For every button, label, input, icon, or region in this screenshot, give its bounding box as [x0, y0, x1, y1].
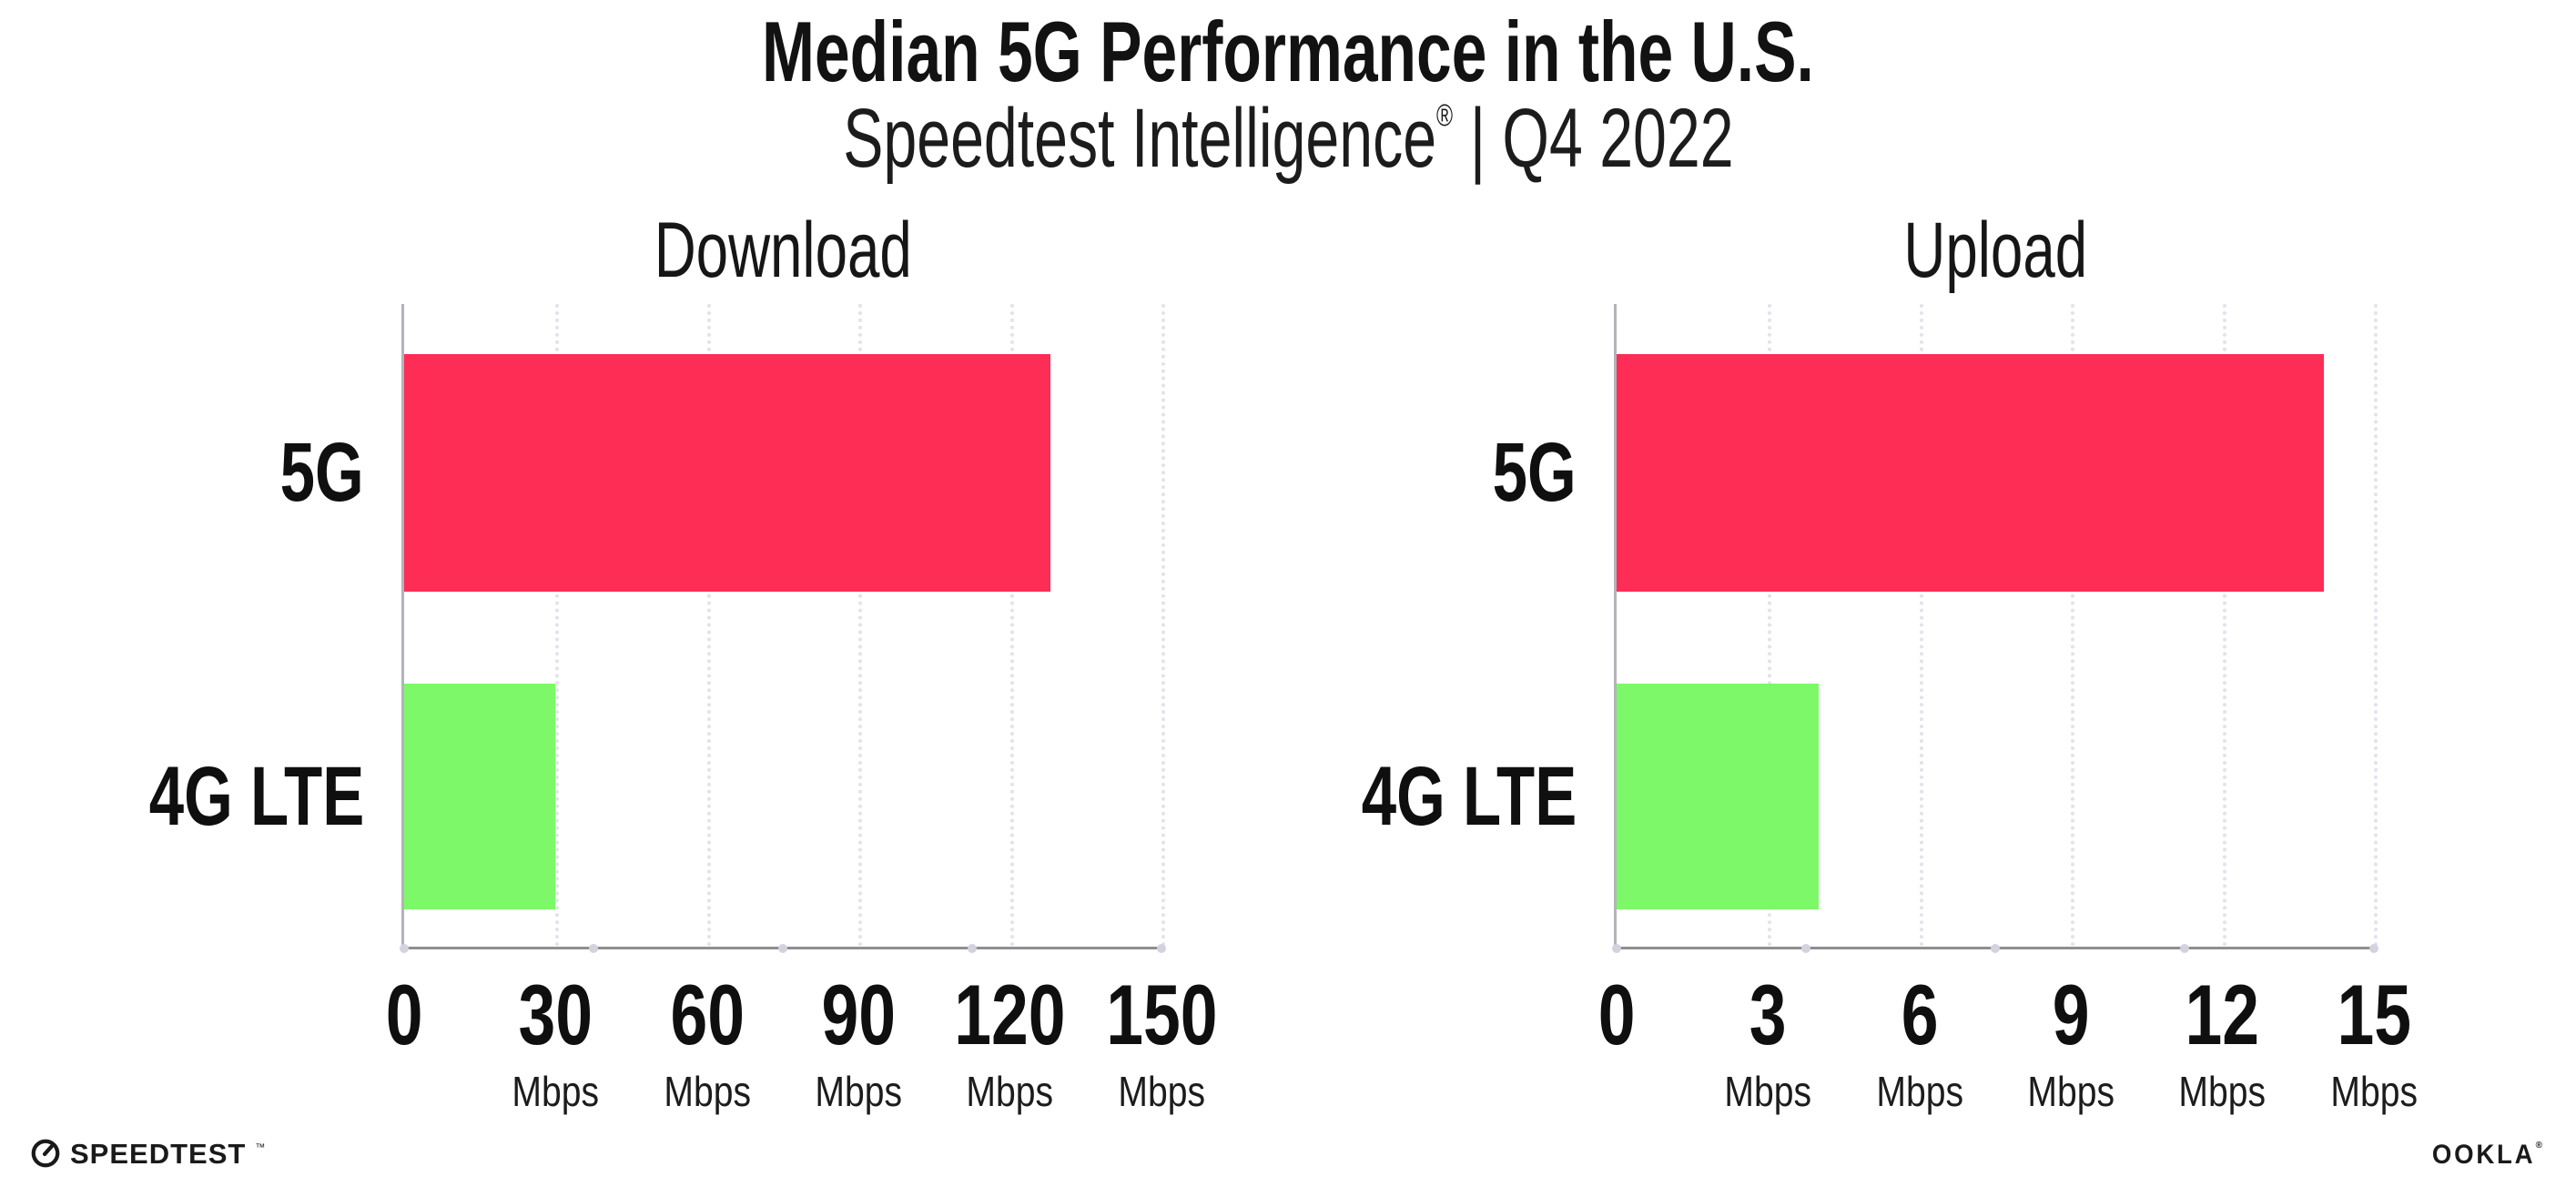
- category-label-5g-text: 5G: [279, 426, 364, 519]
- x-tick: 90 Mbps: [713, 967, 1004, 1115]
- bar-5g-download: [404, 354, 1050, 592]
- x-tick-value: 0: [1597, 967, 1636, 1062]
- bar-4g-lte-download: [404, 684, 556, 909]
- x-tick-value: 6: [1901, 967, 1939, 1062]
- gridline: [858, 304, 863, 947]
- x-tick-value: 3: [1749, 967, 1787, 1062]
- x-tick-unit: Mbps: [1724, 1068, 1812, 1115]
- download-chart-title-text: Download: [654, 207, 912, 294]
- x-tick: 6 Mbps: [1774, 967, 2065, 1115]
- x-tick-unit: Mbps: [1875, 1068, 1963, 1115]
- speedtest-logo: SPEEDTEST ™: [30, 1138, 265, 1169]
- upload-chart-title-text: Upload: [1903, 207, 2087, 294]
- x-tick-unit: Mbps: [2178, 1068, 2267, 1115]
- x-tick: 0: [259, 972, 550, 1058]
- x-tick-value: 30: [518, 967, 593, 1062]
- x-tick: 9 Mbps: [1925, 967, 2216, 1115]
- category-label-4g-lte-text: 4G LTE: [1361, 749, 1577, 843]
- y-axis-line: [1614, 304, 1617, 948]
- subtitle-brand: Speedtest Intelligence: [842, 92, 1436, 185]
- gridline: [2222, 304, 2226, 947]
- gridline: [2071, 304, 2075, 947]
- registered-mark: ®: [1435, 98, 1453, 133]
- axis-tick-dot: [400, 944, 409, 953]
- gridline: [1919, 304, 1923, 947]
- x-tick-unit: Mbps: [966, 1068, 1054, 1115]
- gridline: [1009, 304, 1014, 947]
- trademark-mark: ™: [255, 1142, 266, 1153]
- download-chart-title: Download: [404, 211, 1161, 289]
- x-tick-value: 120: [954, 967, 1066, 1062]
- axis-tick-dot: [2369, 944, 2378, 953]
- ookla-wordmark: OOKLA: [2432, 1140, 2536, 1170]
- x-tick: 120 Mbps: [865, 967, 1156, 1115]
- gridline: [1161, 304, 1165, 947]
- x-tick-value: 12: [2185, 967, 2260, 1062]
- x-tick-value: 15: [2337, 967, 2411, 1062]
- page-subtitle: Speedtest Intelligence® | Q4 2022: [0, 95, 2576, 183]
- category-label-4g-lte-text: 4G LTE: [148, 749, 364, 843]
- x-tick: 15 Mbps: [2228, 967, 2520, 1115]
- x-tick-unit: Mbps: [2027, 1068, 2115, 1115]
- gridline: [706, 304, 711, 947]
- x-tick: 12 Mbps: [2077, 967, 2368, 1115]
- axis-tick-dot: [1157, 944, 1166, 953]
- gridline: [1768, 304, 1772, 947]
- x-tick-unit: Mbps: [815, 1068, 902, 1115]
- x-tick: 150 Mbps: [1016, 967, 1307, 1115]
- upload-chart: Upload 5G 4G LTE 0 3 Mbps 6 Mbps: [1362, 211, 2418, 1112]
- category-label-4g-lte: 4G LTE: [0, 684, 364, 909]
- upload-chart-title: Upload: [1617, 211, 2374, 289]
- speedtest-wordmark: SPEEDTEST: [70, 1137, 247, 1170]
- x-tick-unit: Mbps: [663, 1068, 751, 1115]
- x-tick-value: 60: [670, 967, 745, 1062]
- y-axis-line: [401, 304, 404, 948]
- registered-mark: ®: [2535, 1141, 2545, 1151]
- x-tick-unit: Mbps: [512, 1068, 600, 1115]
- bar-4g-lte-upload: [1617, 684, 1819, 909]
- axis-tick-dot: [2180, 944, 2189, 953]
- x-tick: 60 Mbps: [562, 967, 853, 1115]
- x-tick: 0: [1471, 972, 1762, 1058]
- bar-5g-upload: [1617, 354, 2324, 592]
- category-label-5g: 5G: [0, 354, 364, 592]
- axis-tick-dot: [778, 944, 787, 953]
- gridline: [2374, 304, 2378, 947]
- category-label-5g-text: 5G: [1492, 426, 1577, 519]
- gridline: [555, 304, 560, 947]
- axis-tick-dot: [1801, 944, 1810, 953]
- x-tick-value: 150: [1105, 967, 1218, 1062]
- download-chart: Download 5G 4G LTE 0 30 Mbps 60 M: [149, 211, 1218, 1112]
- ookla-logo: OOKLA®: [2423, 1141, 2545, 1169]
- page-title-text: Median 5G Performance in the U.S.: [762, 4, 1814, 99]
- axis-tick-dot: [1612, 944, 1621, 953]
- x-tick: 30 Mbps: [410, 967, 701, 1115]
- category-label-5g: 5G: [1103, 354, 1577, 592]
- x-tick: 3 Mbps: [1622, 967, 1913, 1115]
- page-subtitle-text: Speedtest Intelligence® | Q4 2022: [843, 95, 1733, 183]
- x-tick-value: 90: [821, 967, 896, 1062]
- subtitle-period: | Q4 2022: [1469, 92, 1734, 185]
- axis-tick-dot: [1991, 944, 2000, 953]
- x-tick-value: 9: [2052, 967, 2090, 1062]
- x-tick-unit: Mbps: [2330, 1068, 2418, 1115]
- category-label-4g-lte: 4G LTE: [1103, 684, 1577, 909]
- page-title: Median 5G Performance in the U.S.: [0, 4, 2576, 99]
- x-tick-value: 0: [385, 967, 423, 1062]
- speedtest-gauge-icon: [30, 1138, 61, 1169]
- axis-tick-dot: [589, 944, 598, 953]
- axis-tick-dot: [968, 944, 977, 953]
- x-tick-unit: Mbps: [1118, 1068, 1205, 1115]
